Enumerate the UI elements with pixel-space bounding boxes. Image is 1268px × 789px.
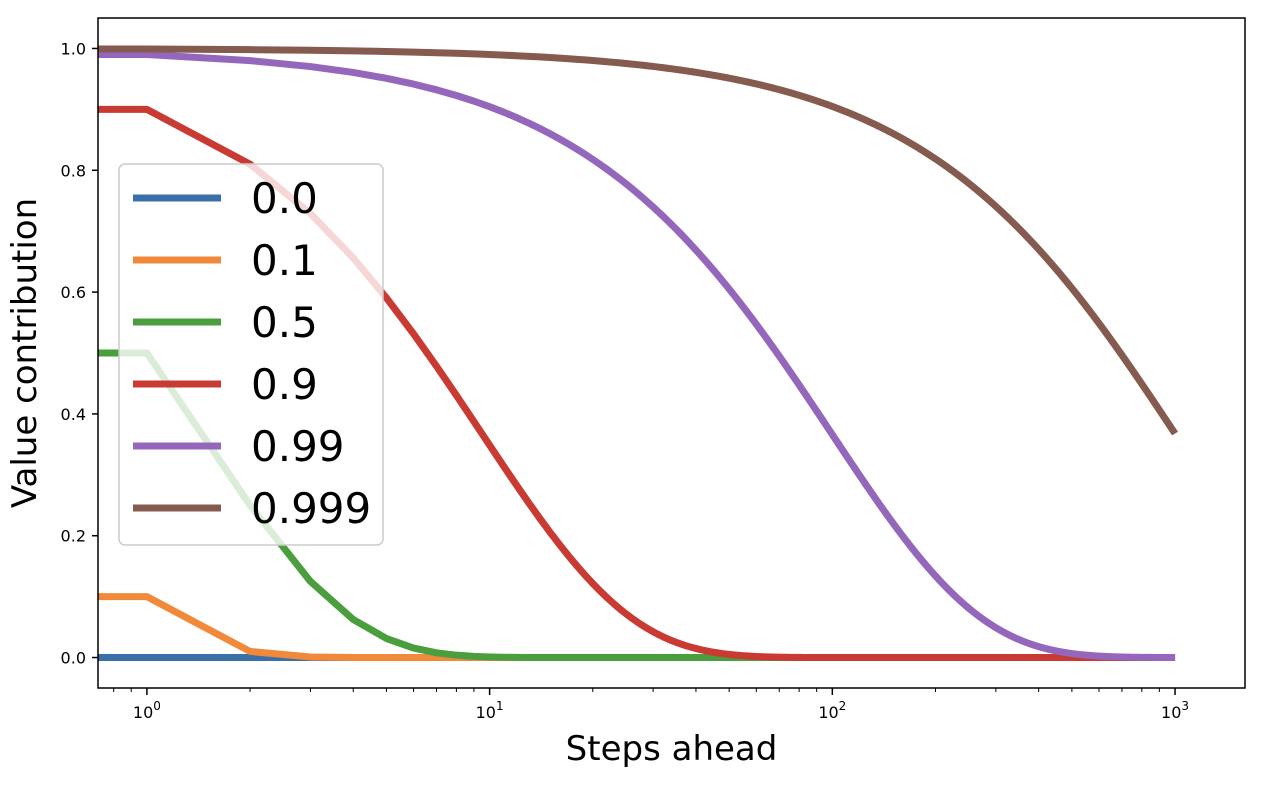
legend: 0.0 0.1 0.5 0.9 0.99 0.999 [118, 163, 384, 546]
y-tick-label: 0.0 [61, 649, 86, 668]
y-tick-label: 0.4 [61, 405, 86, 424]
series-layer [98, 45, 1179, 662]
x-tick-label: 103 [1161, 699, 1189, 722]
legend-label-0.0: 0.0 [251, 174, 318, 223]
legend-label-0.9: 0.9 [251, 360, 318, 409]
legend-label-0.99: 0.99 [251, 422, 345, 471]
x-axis-label: Steps ahead [566, 729, 778, 769]
ticks-layer: 0.0 0.2 0.4 0.6 0.8 1.0 100 101 102 103 [61, 39, 1189, 722]
y-tick-label: 0.6 [61, 283, 86, 302]
series-line-0.1 [98, 593, 1179, 662]
x-tick-label: 102 [818, 699, 846, 722]
legend-label-0.5: 0.5 [251, 298, 318, 347]
series-line-0.99 [98, 51, 1179, 662]
y-tick-label: 0.8 [61, 161, 86, 180]
x-tick-label: 100 [133, 699, 161, 722]
plot-frame [97, 17, 1246, 689]
legend-label-0.999: 0.999 [251, 484, 371, 533]
x-tick-label: 101 [476, 699, 504, 722]
y-tick-label: 0.2 [61, 527, 86, 546]
y-tick-label: 1.0 [61, 39, 86, 58]
series-line-0.999 [98, 45, 1179, 437]
y-axis-label: Value contribution [5, 198, 45, 508]
legend-label-0.1: 0.1 [251, 236, 318, 285]
